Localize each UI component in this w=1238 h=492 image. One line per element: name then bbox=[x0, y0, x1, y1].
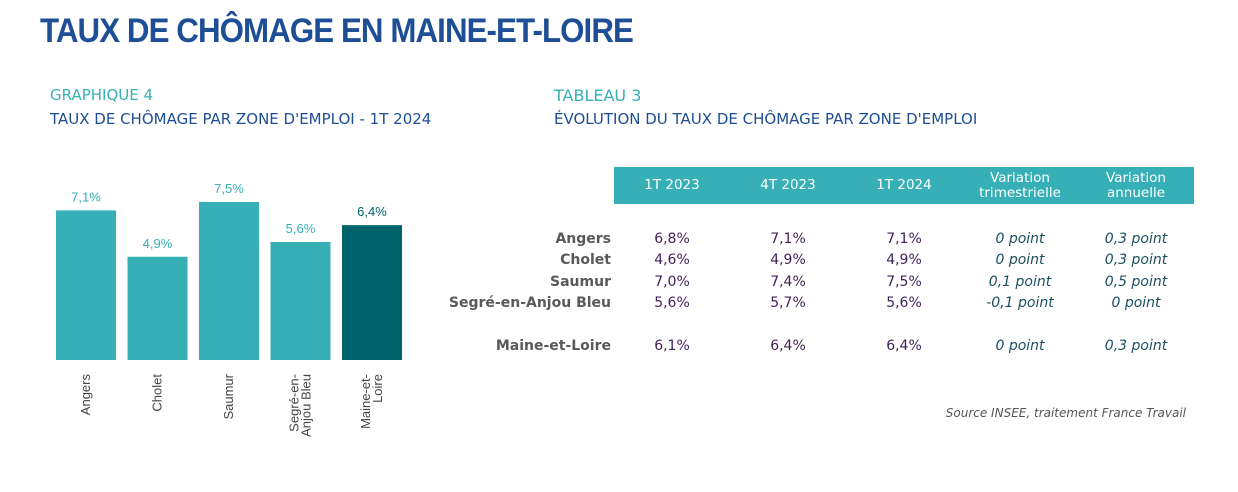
table-cell: 0,3 point bbox=[1104, 252, 1168, 268]
table-cell: 0 point bbox=[995, 338, 1045, 354]
table-header-cell: 1T 2024 bbox=[876, 177, 932, 193]
table-subtitle: ÉVOLUTION DU TAUX DE CHÔMAGE PAR ZONE D'… bbox=[554, 110, 978, 128]
table-cell: 4,6% bbox=[654, 252, 690, 268]
bar-3 bbox=[270, 242, 331, 360]
table-cell: 5,7% bbox=[770, 295, 806, 311]
table-cell: 6,4% bbox=[770, 338, 806, 354]
table-header: 1T 2023 4T 2023 1T 2024 Variation trimestri… bbox=[614, 167, 1194, 204]
table-cell: 7,1% bbox=[770, 231, 806, 247]
chart-subtitle: TAUX DE CHÔMAGE PAR ZONE D'EMPLOI - 1T 2… bbox=[50, 110, 432, 128]
x-tick-label-line: Maine-et- bbox=[358, 374, 373, 429]
x-tick-label-line: Cholet bbox=[150, 374, 165, 412]
table-cell: 6,1% bbox=[654, 338, 690, 354]
table-row: Saumur 7,0% 7,4% 7,5% 0,1 point 0,5 point bbox=[430, 272, 1200, 292]
source-note: Source INSEE, traitement France Travail bbox=[945, 406, 1186, 420]
bar-1 bbox=[127, 256, 188, 360]
chart-label: GRAPHIQUE 4 bbox=[50, 86, 154, 104]
x-tick-label-0: Angers bbox=[78, 374, 93, 416]
x-tick-label-line: Angers bbox=[78, 374, 93, 416]
table-cell: 7,5% bbox=[886, 274, 922, 290]
zone-name: Maine-et-Loire bbox=[495, 338, 611, 354]
bar-2 bbox=[199, 201, 259, 360]
x-tick-label-3: Segré-en-Anjou Bleu bbox=[287, 374, 314, 437]
zone-name: Cholet bbox=[560, 252, 611, 268]
table-cell: 0 point bbox=[995, 231, 1045, 247]
bar-value-label-1: 4,9% bbox=[143, 236, 173, 251]
table-cell: 4,9% bbox=[770, 252, 806, 268]
table-cell: 7,1% bbox=[886, 231, 922, 247]
table-cell: 0,5 point bbox=[1104, 274, 1168, 290]
unemployment-bar-chart: 7,1% Angers 4,9% Cholet 7,5% Saumur 5,6% Segré-… bbox=[56, 181, 402, 437]
table-cell: -0,1 point bbox=[986, 295, 1054, 311]
table-row: Segré-en-Anjou Bleu 5,6% 5,7% 5,6% -0,1 poin… bbox=[430, 293, 1200, 313]
bar-value-label-3: 5,6% bbox=[286, 221, 316, 236]
table-cell: 6,4% bbox=[886, 338, 922, 354]
table-cell: 7,0% bbox=[654, 274, 690, 290]
table-cell: 5,6% bbox=[886, 295, 922, 311]
table-row: Angers 6,8% 7,1% 7,1% 0 point 0,3 point bbox=[430, 229, 1200, 249]
x-tick-label-line: Segré-en- bbox=[287, 374, 302, 432]
table-header-cell: Variation trimestrielle bbox=[979, 169, 1061, 201]
bar-value-label-2: 7,5% bbox=[214, 181, 244, 196]
table-cell: 0,1 point bbox=[988, 274, 1052, 290]
bar-value-label-4: 6,4% bbox=[357, 204, 387, 219]
table-cell: 6,8% bbox=[654, 231, 690, 247]
zone-name: Saumur bbox=[550, 274, 611, 290]
zone-name: Angers bbox=[555, 231, 611, 247]
x-tick-label-line: Anjou Bleu bbox=[299, 374, 314, 437]
x-tick-label-line: Saumur bbox=[221, 373, 236, 419]
table-cell: 4,9% bbox=[886, 252, 922, 268]
table-row: Maine-et-Loire 6,1% 6,4% 6,4% 0 point 0,3 poi… bbox=[430, 336, 1200, 356]
bar-value-label-0: 7,1% bbox=[71, 189, 101, 204]
table-cell: 5,6% bbox=[654, 295, 690, 311]
zone-name: Segré-en-Anjou Bleu bbox=[448, 295, 611, 311]
page-title: TAUX DE CHÔMAGE EN MAINE-ET-LOIRE bbox=[40, 12, 634, 50]
table-cell: 0,3 point bbox=[1104, 231, 1168, 247]
x-tick-label-1: Cholet bbox=[150, 374, 165, 412]
table-label: TABLEAU 3 bbox=[554, 86, 642, 105]
table-header-cell: 1T 2023 bbox=[644, 177, 700, 193]
table-cell: 0 point bbox=[1111, 295, 1161, 311]
table-header-cell: Variation annuelle bbox=[1106, 169, 1166, 201]
table-cell: 0 point bbox=[995, 252, 1045, 268]
x-tick-label-2: Saumur bbox=[221, 373, 236, 419]
bar-0 bbox=[56, 210, 116, 360]
table-row: Cholet 4,6% 4,9% 4,9% 0 point 0,3 point bbox=[430, 250, 1200, 270]
table-header-cell: 4T 2023 bbox=[760, 177, 816, 193]
x-tick-label-4: Maine-et-Loire bbox=[358, 374, 385, 429]
x-tick-label-line: Loire bbox=[370, 374, 385, 403]
table-cell: 7,4% bbox=[770, 274, 806, 290]
table-cell: 0,3 point bbox=[1104, 338, 1168, 354]
bar-4 bbox=[342, 225, 402, 360]
